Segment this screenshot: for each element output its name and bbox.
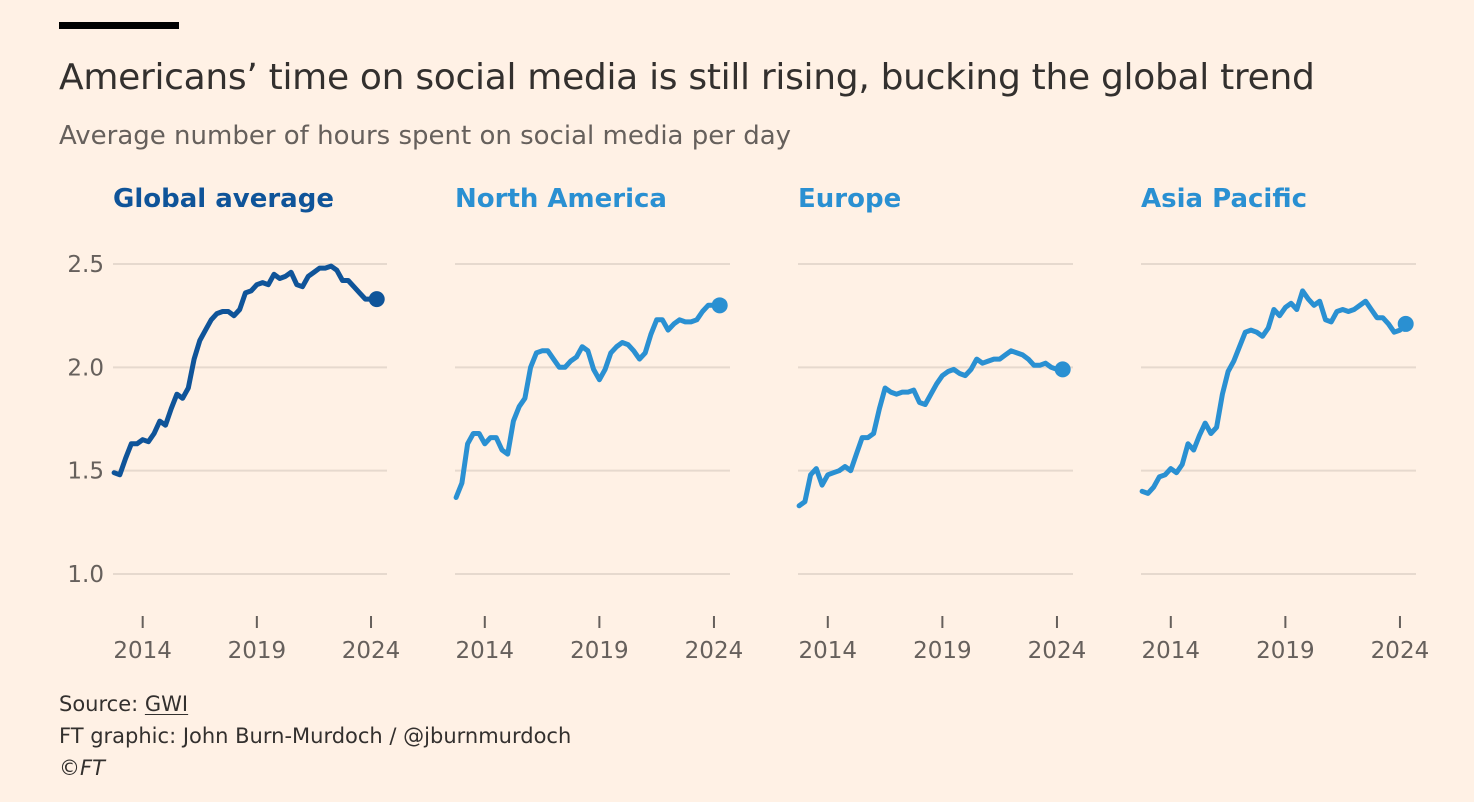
footer: Source: GWI FT graphic: John Burn-Murdoc…	[59, 688, 571, 784]
panel-asia-pacific: Asia Pacific 2014 2019 2024	[1139, 184, 1430, 664]
x-tick-label: 2019	[228, 638, 287, 664]
series-line	[1139, 288, 1409, 496]
x-tick-label: 2014	[799, 638, 858, 664]
end-point-marker	[1397, 315, 1414, 332]
x-tick-label: 2024	[685, 638, 744, 664]
x-tick-label: 2014	[456, 638, 515, 664]
x-tick-label: 2019	[913, 638, 972, 664]
panel-title: Global average	[113, 184, 334, 214]
copyright: ©FT	[59, 756, 105, 780]
end-point-marker	[711, 297, 728, 314]
x-tick-label: 2024	[1028, 638, 1087, 664]
panel-title: North America	[455, 184, 667, 214]
panel-europe: Europe 2014 2019 2024	[796, 184, 1087, 664]
panel-title: Asia Pacific	[1141, 184, 1307, 214]
x-tick-label: 2014	[1142, 638, 1201, 664]
x-tick-label: 2024	[342, 638, 401, 664]
source-line: Source: GWI	[59, 688, 571, 720]
series-line	[453, 302, 723, 500]
panel-global-average: Global average 1.0 1.5 2.0 2.5 2014 2019 2024	[67, 184, 400, 664]
y-tick-label: 2.5	[67, 252, 104, 278]
x-tick-label: 2024	[1371, 638, 1430, 664]
panel-north-america: North America 2014 2019 2024	[453, 184, 744, 664]
source-label: Source:	[59, 692, 145, 716]
ft-top-bar	[59, 22, 179, 29]
y-tick-label: 1.0	[67, 562, 104, 588]
x-tick-label: 2019	[570, 638, 629, 664]
y-tick-label: 1.5	[67, 459, 104, 485]
x-tick-label: 2019	[1256, 638, 1315, 664]
graphic-credit: FT graphic: John Burn-Murdoch / @jburnmu…	[59, 724, 572, 748]
chart-title: Americans’ time on social media is still…	[59, 57, 1315, 98]
chart-subtitle: Average number of hours spent on social …	[59, 121, 792, 151]
series-line	[796, 348, 1066, 509]
source-link[interactable]: GWI	[144, 692, 189, 716]
y-tick-label: 2.0	[67, 355, 104, 381]
panel-title: Europe	[798, 184, 901, 214]
end-point-marker	[368, 291, 385, 308]
series-line	[111, 263, 380, 478]
end-point-marker	[1054, 361, 1071, 378]
x-tick-label: 2014	[113, 638, 172, 664]
